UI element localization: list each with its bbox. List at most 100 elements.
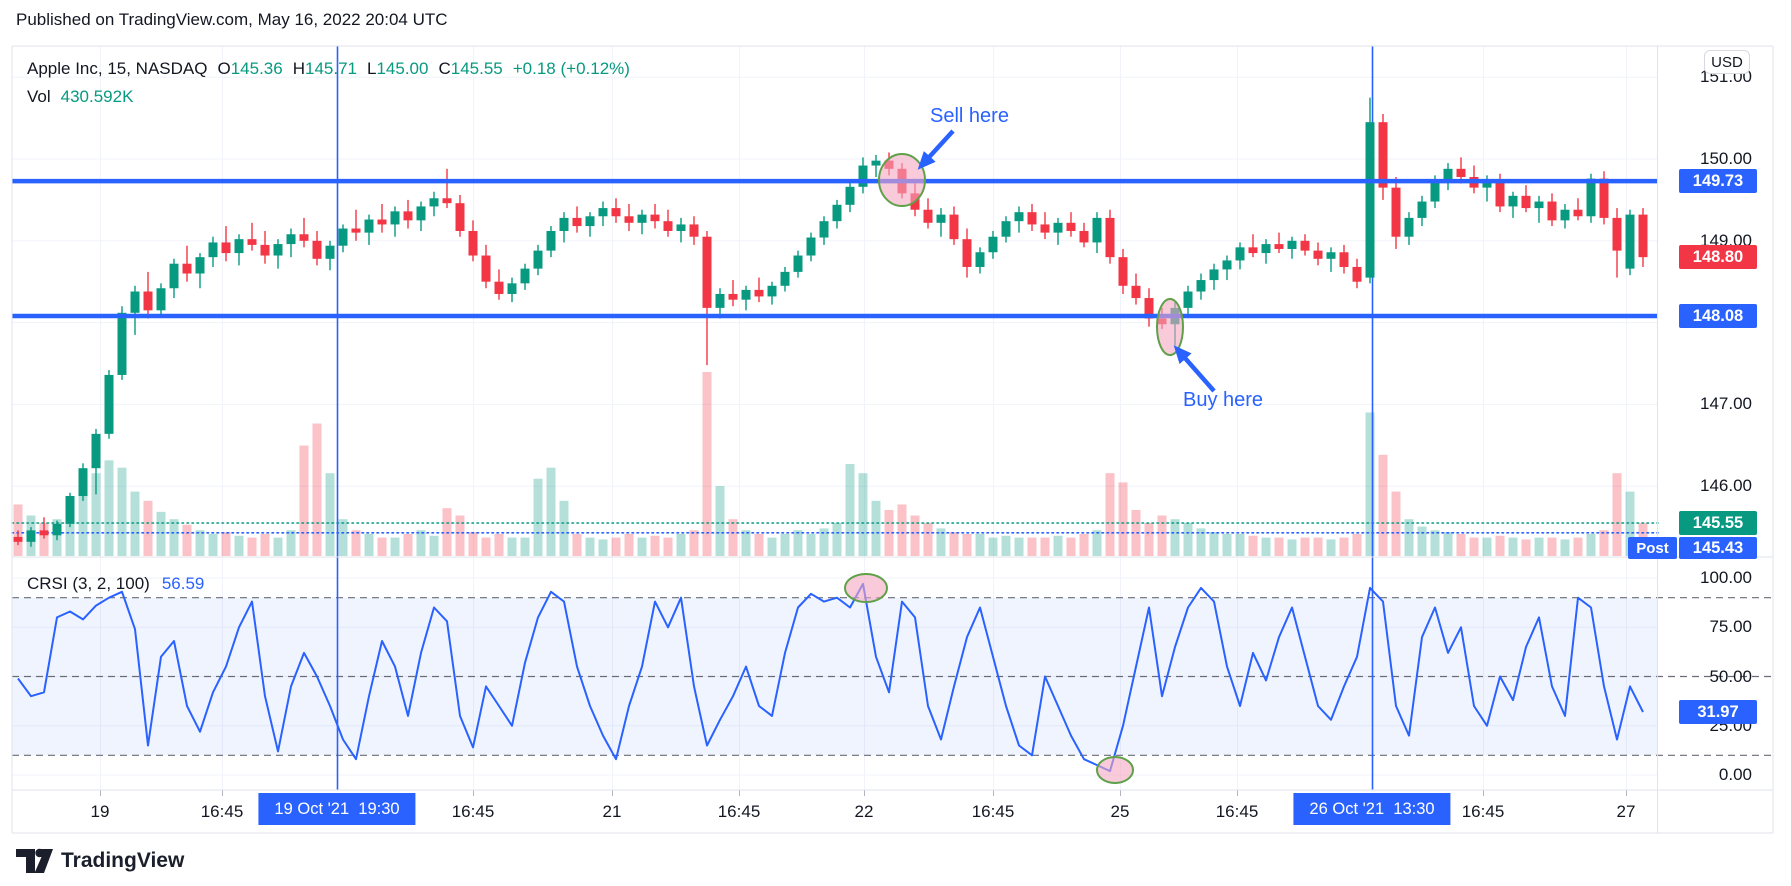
volume-bar bbox=[1079, 533, 1089, 556]
volume-bar bbox=[1027, 537, 1037, 556]
candle-body bbox=[1443, 168, 1453, 182]
candle-body bbox=[1638, 214, 1648, 258]
candle-body bbox=[1313, 250, 1323, 259]
candle-body bbox=[78, 468, 88, 497]
candle-body bbox=[260, 244, 270, 256]
volume-bar bbox=[806, 533, 816, 556]
annotation-ellipse bbox=[1096, 756, 1134, 784]
annotation-ellipse bbox=[878, 153, 926, 207]
candle-body bbox=[13, 536, 23, 542]
volume-bar bbox=[143, 500, 153, 556]
candle-body bbox=[208, 242, 218, 258]
volume-bar bbox=[78, 486, 88, 556]
candle-body bbox=[1261, 244, 1271, 254]
price-label: 145.43 bbox=[1679, 537, 1757, 559]
candle-body bbox=[780, 271, 790, 286]
volume-bar bbox=[1417, 526, 1427, 556]
candle-body bbox=[1495, 181, 1505, 207]
volume-bar bbox=[1183, 522, 1193, 556]
buy-annotation-label: Buy here bbox=[1183, 389, 1264, 411]
volume-bar bbox=[1118, 482, 1128, 556]
candle-body bbox=[1066, 222, 1076, 231]
volume-bar bbox=[1066, 537, 1076, 556]
volume-bar bbox=[1378, 454, 1388, 556]
candle-body bbox=[572, 217, 582, 227]
candle-body bbox=[767, 285, 777, 297]
symbol-title: Apple Inc, 15, NASDAQ bbox=[27, 59, 208, 78]
time-tick: 16:45 bbox=[200, 802, 244, 821]
volume-bar bbox=[897, 504, 907, 556]
volume-bar bbox=[624, 533, 634, 556]
annotation-ellipse bbox=[1156, 298, 1184, 356]
candle-body bbox=[832, 204, 842, 222]
volume-bar bbox=[247, 537, 257, 556]
candle-body bbox=[364, 219, 374, 233]
candle-body bbox=[130, 291, 140, 313]
candle-body bbox=[923, 209, 933, 223]
volume-bar bbox=[962, 533, 972, 556]
volume-bar bbox=[1196, 528, 1206, 556]
candle-body bbox=[611, 208, 621, 217]
candle-body bbox=[819, 221, 829, 238]
candle-body bbox=[507, 283, 517, 294]
time-tick: 16:45 bbox=[971, 802, 1015, 821]
time-tick: 22 bbox=[854, 802, 874, 821]
annotation-ellipse bbox=[844, 573, 888, 603]
volume-bar bbox=[299, 445, 309, 556]
candle-body bbox=[351, 228, 361, 233]
volume-bar bbox=[1105, 473, 1115, 556]
candle-body bbox=[650, 214, 660, 222]
volume-bar bbox=[1300, 537, 1310, 556]
price-tick: 149.00 bbox=[1700, 230, 1752, 250]
volume-bar bbox=[546, 467, 556, 556]
volume-bar bbox=[208, 533, 218, 556]
volume-bar bbox=[156, 511, 166, 556]
volume-bar bbox=[1573, 537, 1583, 556]
candle-body bbox=[429, 198, 439, 207]
candle-body bbox=[962, 239, 972, 267]
volume-bar bbox=[169, 519, 179, 556]
price-label: 148.80 bbox=[1679, 245, 1757, 270]
volume-bar bbox=[520, 537, 530, 556]
volume-bar bbox=[507, 537, 517, 556]
volume-bar bbox=[338, 519, 348, 556]
price-tick: 150.00 bbox=[1700, 149, 1752, 168]
volume-bar bbox=[1612, 473, 1622, 556]
currency-button[interactable]: USD bbox=[1704, 50, 1750, 74]
candle-body bbox=[871, 160, 881, 166]
candle-body bbox=[1027, 212, 1037, 225]
candle-body bbox=[1586, 178, 1596, 217]
footer-brand[interactable]: TradingView bbox=[16, 848, 184, 874]
time-tick: 25 bbox=[1110, 802, 1130, 821]
volume-bar bbox=[260, 533, 270, 556]
candle-body bbox=[273, 244, 283, 256]
volume-bar bbox=[910, 515, 920, 556]
candle-body bbox=[1248, 247, 1258, 254]
candle-body bbox=[676, 224, 686, 231]
volume-bar bbox=[377, 537, 387, 556]
volume-bar bbox=[780, 533, 790, 556]
volume-bar bbox=[429, 535, 439, 556]
volume-bar bbox=[1482, 537, 1492, 556]
volume-bar bbox=[819, 528, 829, 556]
volume-bar bbox=[1521, 539, 1531, 556]
candle-body bbox=[845, 186, 855, 205]
annotation-arrow bbox=[1173, 345, 1216, 393]
volume-bar bbox=[455, 515, 465, 556]
volume-bar bbox=[1352, 533, 1362, 556]
candle-body bbox=[702, 236, 712, 308]
volume-bar bbox=[104, 460, 114, 556]
volume-bar bbox=[195, 530, 205, 556]
volume-bar bbox=[1313, 537, 1323, 556]
volume-bar bbox=[1547, 537, 1557, 556]
session-time-label: 26 Oct '21 13:30 bbox=[1293, 793, 1451, 825]
candle-body bbox=[1326, 252, 1336, 259]
candle-body bbox=[1131, 285, 1141, 299]
volume-bar bbox=[832, 522, 842, 556]
volume-value: 430.592K bbox=[60, 87, 134, 106]
volume-bar bbox=[793, 530, 803, 556]
volume-bar bbox=[637, 537, 647, 556]
candle-body bbox=[169, 263, 179, 289]
